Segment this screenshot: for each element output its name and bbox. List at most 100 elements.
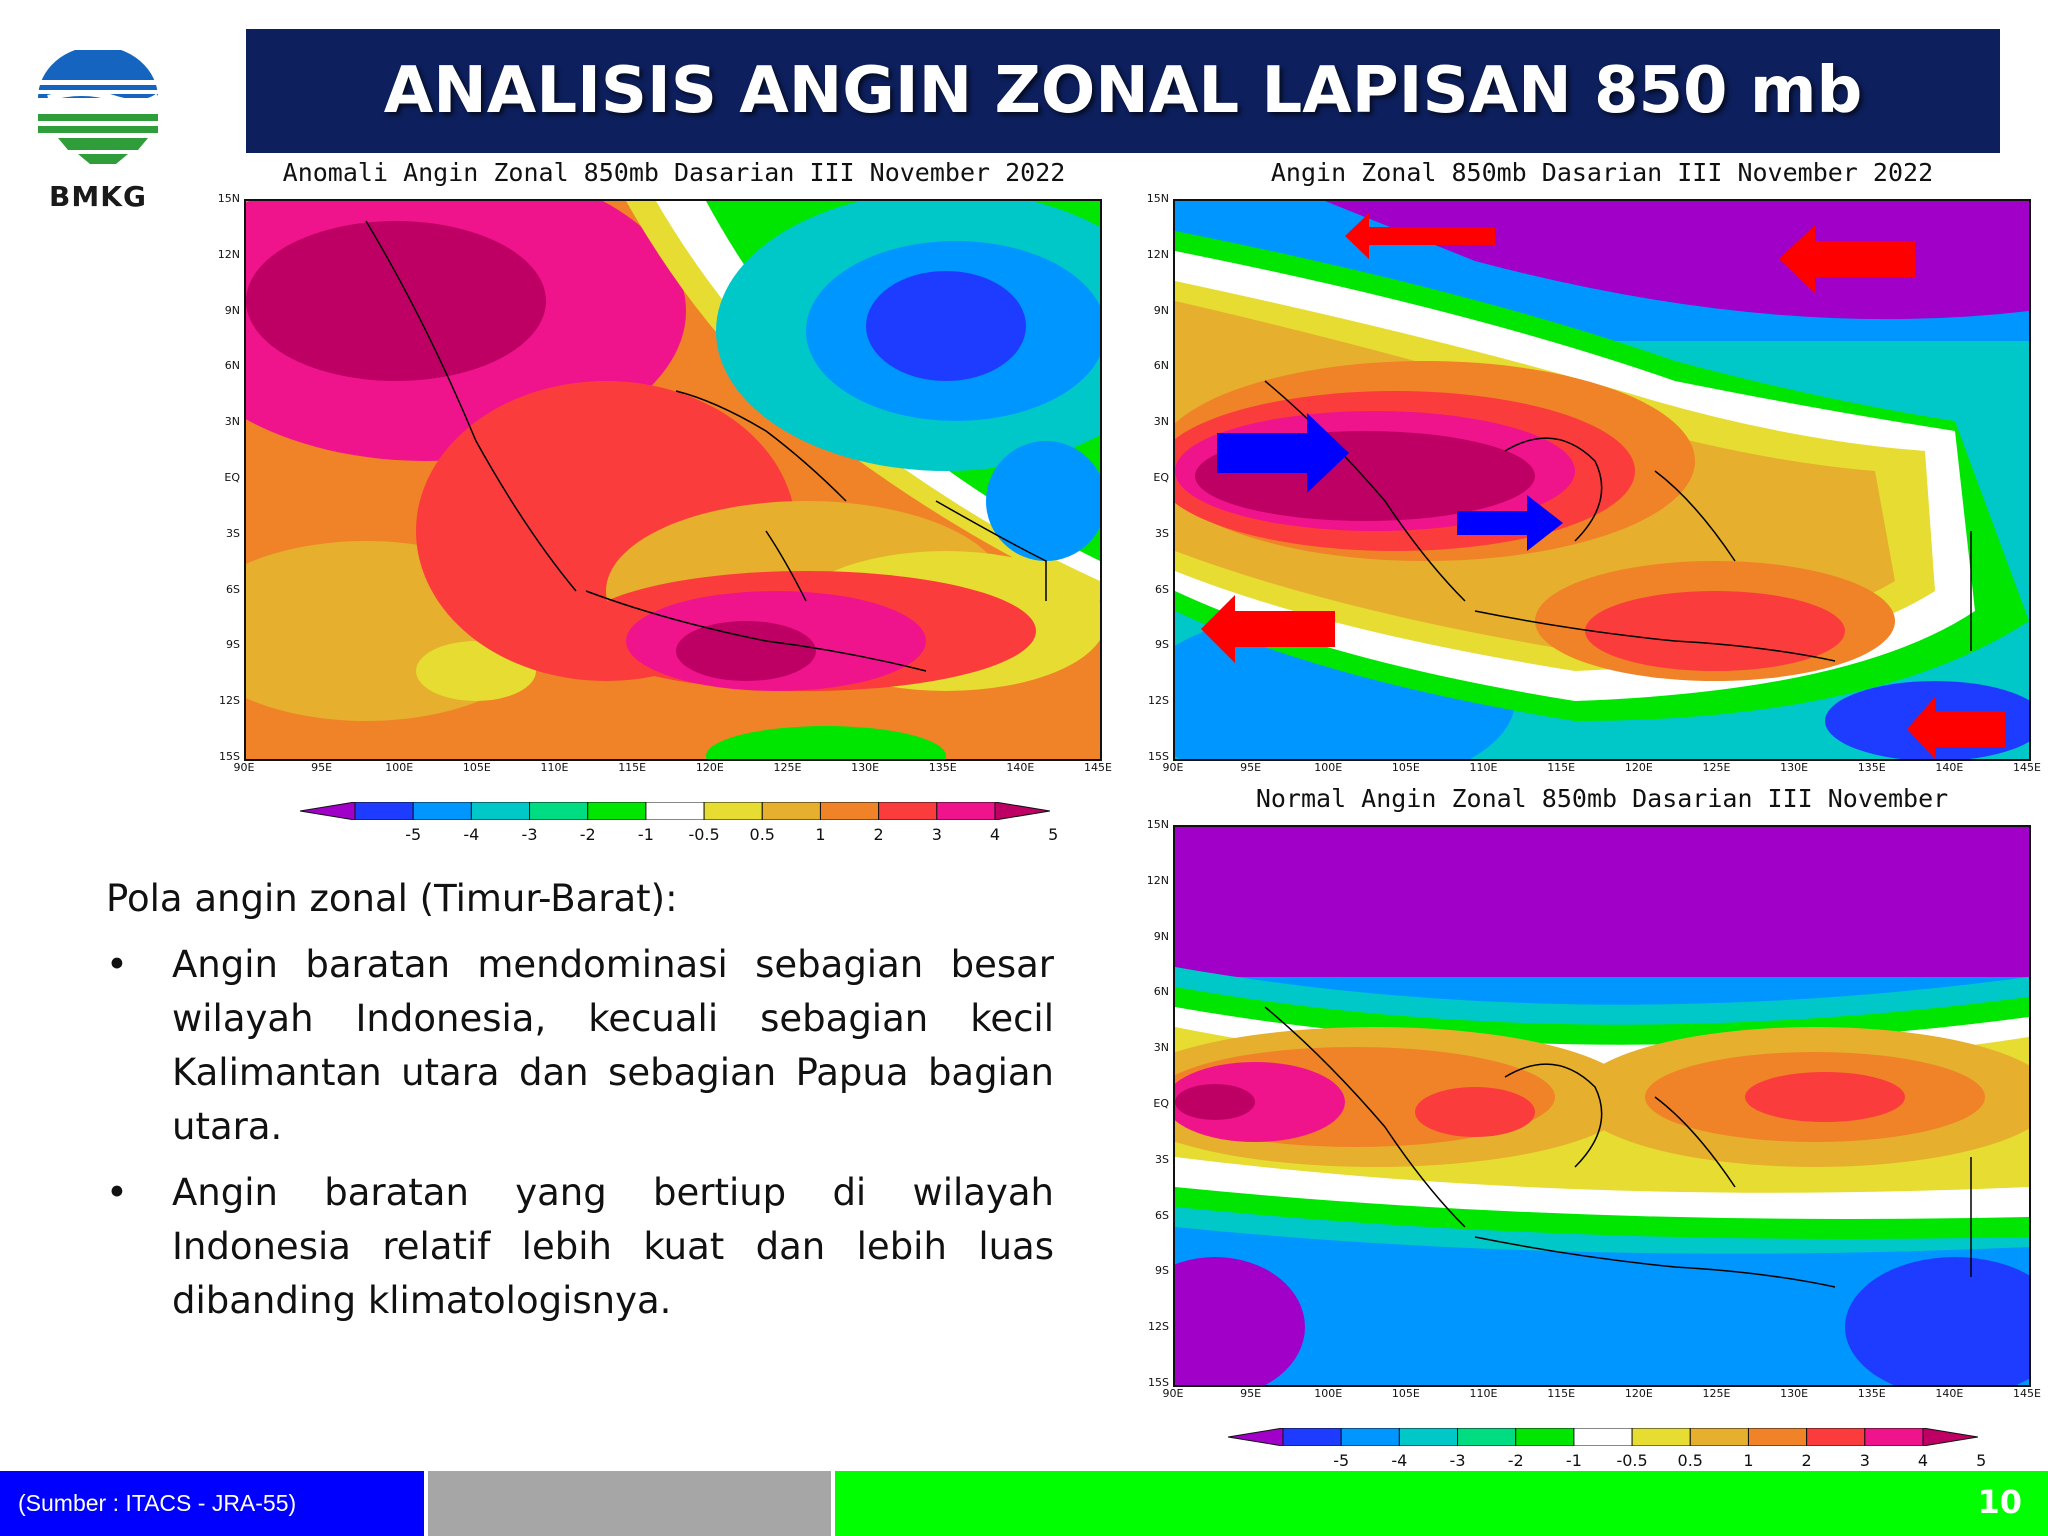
- lon-tick-label: 140E: [1935, 761, 1964, 774]
- lat-tick-label: 3S: [1155, 1152, 1169, 1166]
- colorbar-label: -4: [1391, 1451, 1408, 1470]
- lon-tick-label: 105E: [1391, 761, 1420, 774]
- colorbar-min-arrow: [1227, 1427, 1284, 1447]
- lat-tick-label: 15N: [1146, 818, 1169, 831]
- lat-tick-label: 9S: [226, 638, 240, 652]
- colorbar-label: 4: [1917, 1451, 1929, 1470]
- colorbar-segment: [1689, 1427, 1749, 1447]
- lon-tick-label: 100E: [385, 761, 414, 774]
- colorbar-min-arrow: [299, 801, 356, 821]
- logo-text: BMKG: [49, 180, 147, 213]
- normal-colorbar: -5 -4 -3 -2 -1 -0.5 0.5 1 2 3 4 5: [1227, 1427, 1986, 1470]
- colorbar-segment: [936, 801, 996, 821]
- lat-tick-label: EQ: [1153, 471, 1169, 484]
- colorbar-segment: [1398, 1427, 1459, 1447]
- lon-tick-label: 130E: [1780, 1387, 1809, 1400]
- lon-tick-label: 120E: [1624, 761, 1653, 774]
- footer-green-band: 10: [835, 1471, 2048, 1536]
- lon-tick-label: 105E: [462, 761, 491, 774]
- colorbar-segment: [470, 801, 531, 821]
- colorbar-segment: [1864, 1427, 1924, 1447]
- normal-wind-map: [1173, 825, 2031, 1387]
- lon-tick-label: 145E: [2013, 1387, 2041, 1400]
- lat-tick-label: 6N: [224, 359, 240, 373]
- lat-tick-label: 12S: [1148, 1320, 1169, 1334]
- actual-map-title: Angin Zonal 850mb Dasarian III November …: [1270, 158, 1934, 187]
- lon-tick-label: 105E: [1391, 1387, 1420, 1400]
- lat-tick-label: EQ: [1153, 1097, 1169, 1110]
- colorbar-segment: [1573, 1427, 1633, 1447]
- lon-tick-label: 120E: [695, 761, 724, 774]
- lon-tick-label: 125E: [1702, 761, 1731, 774]
- colorbar-segment: [761, 801, 821, 821]
- lat-tick-label: 12S: [1148, 694, 1169, 708]
- source-label: (Sumber : ITACS - JRA-55): [0, 1471, 424, 1536]
- colorbar-segment: [529, 801, 589, 821]
- colorbar-label: -4: [463, 825, 480, 844]
- colorbar-segment: [819, 801, 880, 821]
- analysis-intro: Pola angin zonal (Timur-Barat):: [106, 877, 678, 920]
- colorbar-label: 4: [989, 825, 1001, 844]
- colorbar-label: -5: [405, 825, 422, 844]
- lat-tick-label: 6S: [1155, 1208, 1169, 1222]
- lat-tick-label: 3N: [1153, 1041, 1169, 1055]
- lat-tick-label: 6S: [226, 582, 240, 596]
- colorbar-segment: [645, 801, 705, 821]
- colorbar-segment: [878, 801, 938, 821]
- colorbar-label: -1: [1565, 1451, 1582, 1470]
- colorbar-label: -2: [1507, 1451, 1524, 1470]
- footer: (Sumber : ITACS - JRA-55) 10: [0, 1471, 2048, 1536]
- bmkg-logo: [28, 46, 168, 220]
- lat-tick-label: 12N: [217, 247, 240, 261]
- lon-tick-label: 115E: [1547, 1387, 1576, 1400]
- lon-tick-label: 90E: [233, 761, 255, 774]
- anomaly-map-title: Anomali Angin Zonal 850mb Dasarian III N…: [282, 158, 1066, 187]
- lat-tick-label: 6N: [1153, 985, 1169, 999]
- page-number: 10: [1977, 1483, 2022, 1521]
- colorbar-label: -3: [521, 825, 538, 844]
- lon-tick-label: 130E: [1780, 761, 1809, 774]
- analysis-bullet: • Angin baratan mendominasi sebagian besa…: [106, 943, 1054, 1148]
- title-bar: ANALISIS ANGIN ZONAL LAPISAN 850 mb: [246, 29, 2000, 153]
- lon-tick-label: 145E: [2013, 761, 2041, 774]
- lon-tick-label: 110E: [540, 761, 569, 774]
- colorbar-max-arrow: [1922, 1427, 1979, 1447]
- colorbar-max-arrow: [994, 801, 1051, 821]
- lon-tick-label: 125E: [773, 761, 802, 774]
- colorbar-label: -0.5: [1616, 1451, 1648, 1470]
- normal-map-title: Normal Angin Zonal 850mb Dasarian III No…: [1255, 784, 1949, 813]
- lon-tick-label: 115E: [1547, 761, 1576, 774]
- colorbar-segment: [703, 801, 763, 821]
- lat-tick-label: 15S: [219, 750, 240, 763]
- colorbar-label: 3: [1859, 1451, 1870, 1470]
- colorbar-label: -5: [1333, 1451, 1350, 1470]
- colorbar-segment: [1631, 1427, 1691, 1447]
- colorbar-label: 1: [815, 825, 826, 844]
- colorbar-label: 2: [1801, 1451, 1812, 1470]
- colorbar-label: 0.5: [1677, 1451, 1703, 1470]
- colorbar-segment: [1747, 1427, 1808, 1447]
- lat-tick-label: 3N: [224, 415, 240, 429]
- lon-tick-label: 135E: [1857, 761, 1886, 774]
- lat-tick-label: 9N: [1153, 303, 1169, 317]
- lat-tick-label: 6N: [1153, 359, 1169, 373]
- lon-tick-label: 95E: [1240, 761, 1262, 774]
- colorbar-segment: [1340, 1427, 1400, 1447]
- colorbar-label: 5: [1048, 825, 1059, 844]
- lat-tick-label: 9S: [1155, 638, 1169, 652]
- lat-tick-label: 12S: [219, 694, 240, 708]
- colorbar-label: 5: [1976, 1451, 1987, 1470]
- lon-tick-label: 135E: [928, 761, 957, 774]
- page-title: ANALISIS ANGIN ZONAL LAPISAN 850 mb: [383, 54, 1863, 128]
- lon-tick-label: 125E: [1702, 1387, 1731, 1400]
- colorbar-segment: [354, 801, 414, 821]
- anomaly-wind-map: [244, 199, 1102, 761]
- colorbar-segment: [1806, 1427, 1866, 1447]
- anomaly-colorbar: -5 -4 -3 -2 -1 -0.5 0.5 1 2 3 4 5: [299, 801, 1058, 844]
- colorbar-segment: [1282, 1427, 1342, 1447]
- lon-tick-label: 135E: [1857, 1387, 1886, 1400]
- lon-tick-label: 110E: [1469, 761, 1498, 774]
- lat-tick-label: 3S: [1155, 526, 1169, 540]
- lat-tick-label: 15N: [217, 192, 240, 205]
- lat-tick-label: 3S: [226, 526, 240, 540]
